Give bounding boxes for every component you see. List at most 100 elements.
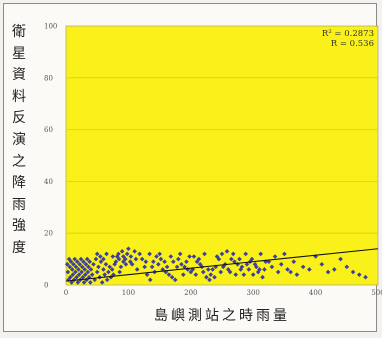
data-point bbox=[133, 256, 139, 262]
data-point bbox=[123, 261, 129, 267]
data-point bbox=[88, 280, 93, 285]
data-point bbox=[75, 280, 81, 285]
x-tick-label: 300 bbox=[247, 289, 260, 297]
data-point bbox=[67, 264, 73, 270]
data-point bbox=[332, 267, 337, 272]
x-tick-label: 200 bbox=[184, 289, 197, 297]
data-point bbox=[157, 251, 162, 257]
data-point bbox=[216, 256, 222, 262]
data-point bbox=[196, 256, 202, 262]
data-point bbox=[171, 259, 176, 264]
x-tick-label: 400 bbox=[309, 289, 322, 297]
data-point bbox=[363, 274, 368, 280]
data-point bbox=[116, 256, 122, 262]
data-point bbox=[294, 272, 300, 277]
data-point bbox=[241, 272, 247, 277]
data-point bbox=[83, 272, 88, 277]
data-point bbox=[74, 259, 80, 264]
data-point bbox=[139, 256, 145, 262]
data-point bbox=[84, 277, 89, 283]
x-tick-label: 500 bbox=[371, 289, 382, 297]
data-point bbox=[282, 251, 287, 257]
data-point bbox=[338, 256, 343, 262]
data-point bbox=[110, 254, 116, 259]
data-point bbox=[225, 267, 231, 272]
data-point bbox=[193, 272, 199, 277]
stat-label: R = 0.536 bbox=[331, 39, 374, 49]
data-point bbox=[142, 264, 147, 270]
data-point bbox=[76, 272, 82, 277]
data-point bbox=[94, 251, 100, 257]
data-point bbox=[191, 254, 197, 259]
data-point bbox=[288, 269, 293, 275]
data-point bbox=[237, 256, 242, 262]
data-point bbox=[269, 264, 275, 270]
data-point bbox=[64, 261, 70, 267]
data-point bbox=[278, 261, 284, 267]
data-point bbox=[69, 267, 75, 272]
y-tick-label: 40 bbox=[44, 178, 53, 186]
data-point bbox=[285, 267, 290, 272]
data-point bbox=[179, 261, 184, 267]
data-point bbox=[70, 272, 76, 277]
data-point bbox=[218, 269, 224, 275]
data-point bbox=[164, 264, 170, 270]
data-point bbox=[244, 261, 250, 267]
data-point bbox=[158, 256, 164, 262]
data-point bbox=[300, 264, 306, 270]
data-point bbox=[168, 254, 174, 259]
data-point bbox=[109, 267, 115, 272]
data-point bbox=[187, 254, 192, 259]
data-point bbox=[126, 246, 131, 252]
data-point bbox=[137, 251, 142, 257]
data-point bbox=[107, 264, 112, 270]
data-point bbox=[255, 269, 261, 275]
data-point bbox=[98, 259, 104, 264]
data-point bbox=[86, 264, 91, 270]
data-point bbox=[147, 251, 152, 257]
data-point bbox=[88, 267, 94, 272]
data-point bbox=[254, 264, 259, 270]
data-point bbox=[79, 269, 84, 275]
data-point bbox=[233, 272, 239, 277]
x-axis-label: 島嶼測站之時雨量 bbox=[154, 308, 290, 324]
data-point bbox=[220, 264, 226, 270]
stat-label: R² = 0.2873 bbox=[322, 29, 374, 39]
data-point bbox=[91, 261, 96, 267]
y-axis-label: 衛星資料反演之降雨強度 bbox=[12, 24, 26, 256]
data-point bbox=[272, 254, 278, 259]
data-point bbox=[219, 251, 225, 257]
y-tick-label: 80 bbox=[44, 74, 53, 82]
data-point bbox=[92, 277, 98, 283]
data-point bbox=[156, 261, 161, 267]
data-point bbox=[84, 256, 90, 262]
y-tick-label: 100 bbox=[44, 23, 57, 31]
tick-labels: 0 20 40 60 80 100 0 100 200 300 400 500 bbox=[44, 23, 382, 298]
data-point bbox=[69, 280, 74, 285]
data-point bbox=[144, 272, 150, 277]
data-point bbox=[108, 274, 114, 280]
data-point bbox=[350, 269, 356, 275]
data-point bbox=[210, 267, 215, 272]
data-point bbox=[188, 269, 194, 275]
data-point bbox=[204, 274, 209, 280]
data-point bbox=[71, 261, 76, 267]
data-point bbox=[200, 269, 206, 275]
plot-area bbox=[65, 25, 379, 286]
data-point bbox=[101, 256, 106, 262]
data-point bbox=[81, 259, 86, 264]
data-point bbox=[232, 259, 237, 264]
data-point bbox=[99, 280, 105, 285]
data-point bbox=[98, 254, 103, 259]
data-point bbox=[162, 259, 167, 264]
data-point bbox=[76, 267, 81, 272]
data-point bbox=[166, 272, 172, 277]
data-point bbox=[79, 264, 85, 270]
data-point bbox=[85, 269, 91, 275]
data-point bbox=[177, 251, 183, 257]
data-point bbox=[250, 272, 256, 277]
data-point bbox=[103, 261, 109, 267]
data-point bbox=[239, 264, 245, 270]
data-point bbox=[121, 259, 126, 264]
